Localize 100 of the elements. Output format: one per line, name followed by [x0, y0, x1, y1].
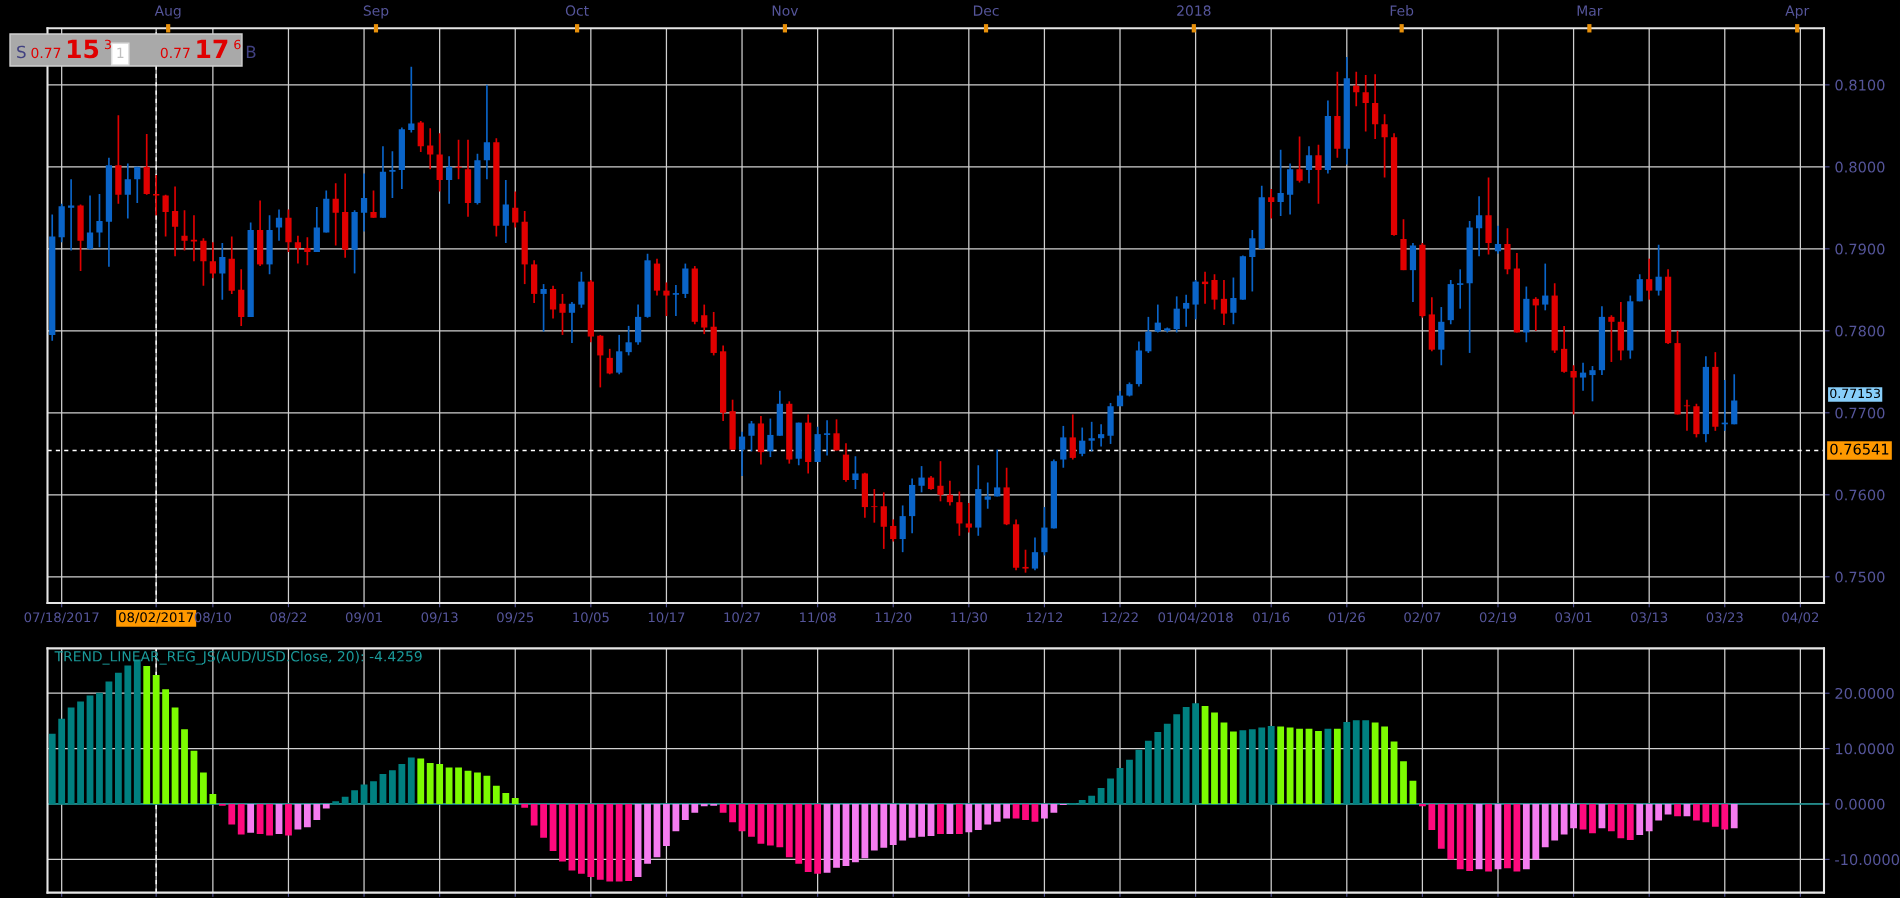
bar — [681, 803, 689, 821]
bar — [1315, 730, 1322, 804]
bar — [663, 803, 670, 847]
bar — [672, 803, 680, 832]
bar — [162, 689, 170, 804]
bar — [596, 803, 604, 880]
candlestick — [1636, 273, 1643, 303]
bar — [606, 803, 614, 882]
bar — [852, 803, 859, 863]
bar — [436, 764, 444, 804]
bar — [559, 803, 566, 862]
x2-tick-label: Dec — [973, 5, 999, 16]
bar — [1626, 803, 1634, 840]
bar — [1437, 803, 1445, 849]
candlestick — [994, 448, 1001, 498]
candlestick — [823, 419, 831, 457]
x-tick-label: 11/08 — [800, 612, 836, 624]
bar — [1041, 803, 1048, 819]
candlestick — [1145, 316, 1152, 354]
bar — [748, 803, 755, 837]
candlestick — [512, 190, 519, 229]
bar — [795, 803, 803, 864]
y-tick-label: 0.7800 — [1835, 325, 1885, 337]
x-tick-label: 12/12 — [1026, 612, 1063, 624]
y-tick-label: 10.0000 — [1836, 743, 1894, 755]
bar — [1655, 803, 1663, 821]
x-tick-label: 01/26 — [1328, 612, 1365, 624]
bar — [1211, 712, 1218, 804]
y-tick-label: 0.8100 — [1835, 79, 1885, 91]
x-tick-label: 11/20 — [875, 612, 912, 624]
bar — [1617, 803, 1625, 839]
candlestick — [483, 84, 491, 180]
candlestick — [1098, 423, 1105, 448]
candlestick — [1220, 279, 1228, 326]
y-tick-label: 0.7900 — [1835, 243, 1885, 255]
x2-tick-label: Apr — [1785, 5, 1810, 19]
candlestick — [86, 194, 94, 251]
bar — [1693, 803, 1700, 821]
candlestick — [1230, 276, 1237, 326]
bar — [1371, 722, 1379, 804]
bar — [228, 803, 236, 825]
candlestick — [549, 284, 557, 320]
candlestick — [965, 502, 972, 534]
ref-line-label: 0.76541 — [1830, 443, 1889, 455]
bar — [833, 803, 840, 868]
candlestick — [417, 120, 424, 153]
x-tick-label: 09/13 — [421, 612, 458, 624]
bar — [1560, 803, 1568, 835]
candlestick — [956, 490, 963, 537]
bar — [540, 803, 547, 838]
bar — [1286, 727, 1294, 804]
bar — [776, 803, 784, 848]
bar — [1485, 803, 1492, 872]
candlestick — [597, 334, 604, 389]
bar — [1522, 803, 1530, 870]
candlestick — [332, 182, 339, 247]
bar — [445, 767, 453, 804]
bar — [1541, 803, 1549, 848]
bar — [1532, 803, 1540, 860]
bar — [313, 803, 321, 821]
bar — [1551, 803, 1559, 841]
x-tick-label: 10/05 — [573, 612, 609, 624]
candlestick — [890, 518, 897, 543]
candlestick — [1154, 303, 1161, 334]
candlestick — [578, 270, 585, 309]
y-tick-label: 0.7700 — [1835, 407, 1885, 419]
candlestick — [1381, 113, 1388, 179]
candlestick — [748, 420, 755, 453]
bar — [303, 803, 311, 828]
bar — [804, 803, 812, 873]
candlestick — [294, 234, 302, 265]
bar — [200, 772, 207, 804]
annotation: 6 — [234, 39, 241, 50]
candlestick — [1173, 295, 1180, 334]
bar — [577, 803, 585, 874]
candlestick — [1372, 73, 1379, 140]
bar — [1333, 728, 1341, 804]
candlestick — [1079, 426, 1086, 458]
candlestick — [1031, 536, 1039, 572]
bar — [861, 803, 869, 859]
x-tick-label: 08/02/2017 — [119, 612, 194, 624]
candlestick — [1475, 195, 1483, 258]
bar — [908, 803, 916, 838]
bar — [719, 803, 727, 813]
bar — [1645, 803, 1653, 832]
x2-tick-label: Feb — [1390, 5, 1414, 16]
bar — [870, 803, 878, 851]
candlestick — [181, 209, 188, 252]
bar — [965, 803, 973, 833]
bar — [1277, 726, 1285, 804]
candlestick — [209, 241, 216, 280]
bar — [1050, 803, 1058, 813]
y-tick-label: 0.7600 — [1835, 489, 1885, 501]
candlestick — [918, 465, 925, 494]
candlestick — [606, 348, 613, 376]
candlestick — [946, 480, 954, 507]
candlestick — [1315, 143, 1322, 205]
bar — [1636, 803, 1644, 836]
candlestick — [1277, 148, 1284, 217]
bar — [766, 803, 774, 846]
